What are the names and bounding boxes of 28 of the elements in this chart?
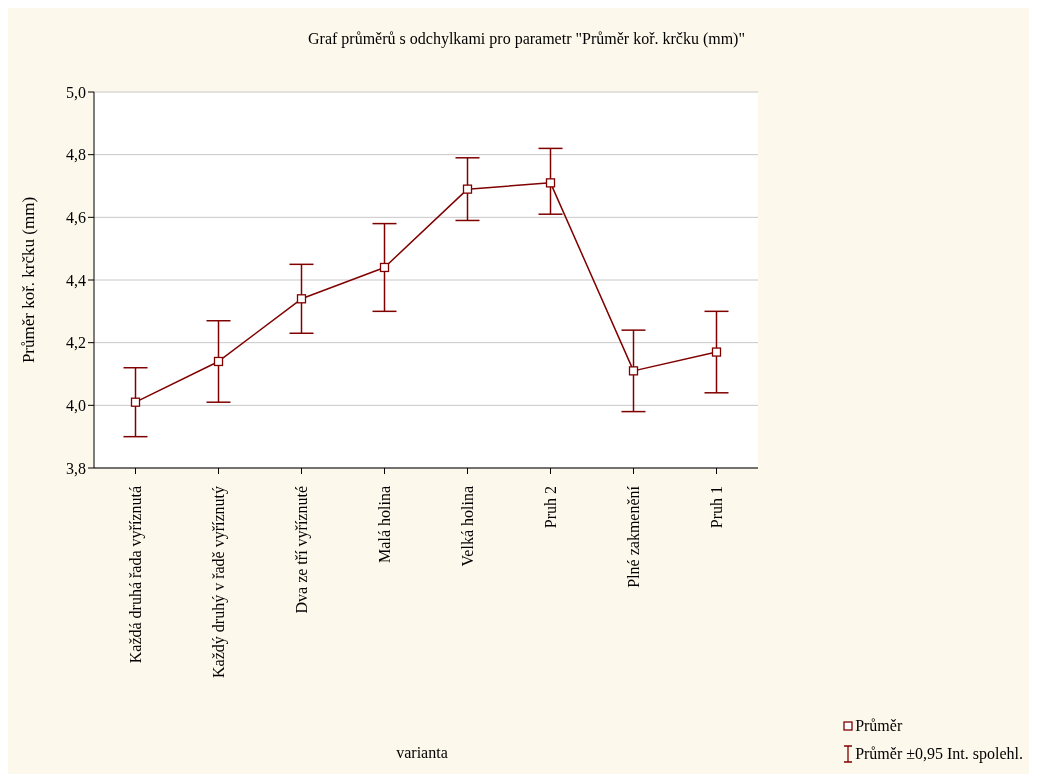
x-tick-label: Pruh 2 xyxy=(542,486,559,529)
text: Průměr ±0,95 Int. spolehl. xyxy=(855,744,1023,765)
point xyxy=(213,356,224,367)
point xyxy=(379,262,390,273)
point xyxy=(545,178,556,188)
point xyxy=(130,397,141,407)
y-tick-label: 4,0 xyxy=(66,397,86,415)
x-tick-label: Každá druhá řada vyříznutá xyxy=(127,486,145,664)
point xyxy=(462,184,473,194)
x-axis-title: varianta xyxy=(395,744,449,762)
point xyxy=(296,294,307,304)
y-tick-label: 4,6 xyxy=(66,209,86,227)
x-tick-label: Dva ze tří vyříznuté xyxy=(293,486,311,614)
chart-title: Graf průměrů s odchylkami pro parametr "Průměr koř. krčku (mm)" xyxy=(307,30,746,48)
y-axis-title: Průměr koř. krčku (mm) xyxy=(19,196,39,364)
y-tick-label: 4,2 xyxy=(66,334,86,352)
x-tick-label: Pruh 1 xyxy=(708,486,725,529)
x-tick-label: Malá holina xyxy=(376,486,393,563)
legend-label: Průměr xyxy=(855,716,903,736)
x-tick-label: Velká holina xyxy=(459,486,476,567)
y-tick-label: 5,0 xyxy=(66,83,86,101)
point xyxy=(711,347,722,357)
point xyxy=(628,366,639,376)
y-tick-label: 4,8 xyxy=(66,146,86,164)
y-tick-label: 3,8 xyxy=(66,459,86,477)
x-tick-label: Každý druhý v řadě vyříznutý xyxy=(210,486,228,678)
x-tick-label: Plné zakmenění xyxy=(625,485,642,588)
y-tick-label: 4,4 xyxy=(66,271,86,289)
